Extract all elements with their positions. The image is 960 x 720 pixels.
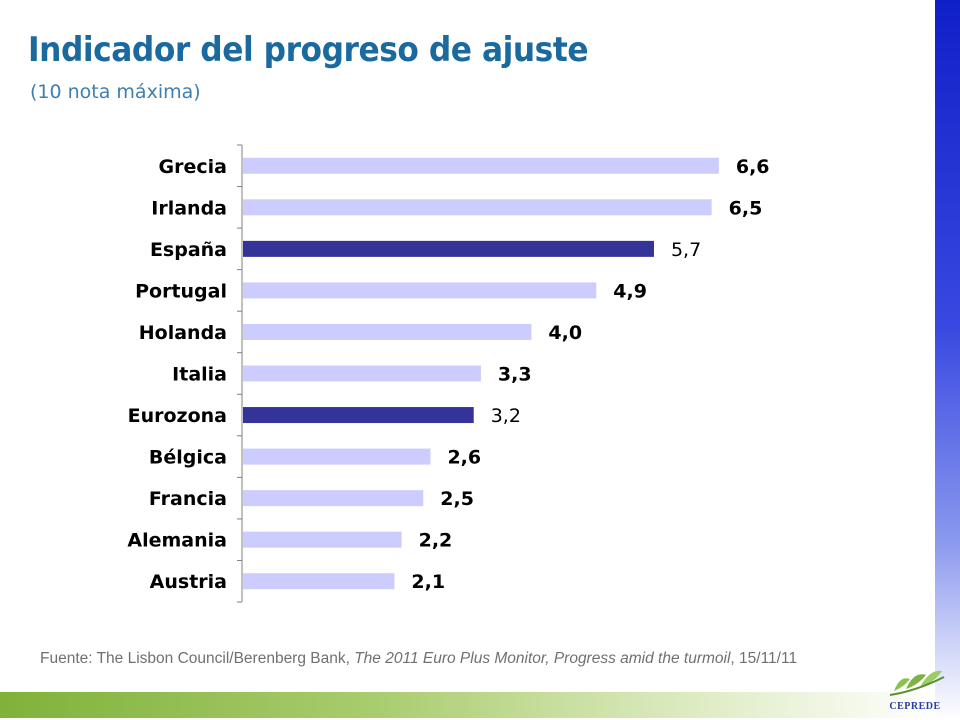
value-label: 3,3 (498, 364, 532, 386)
category-label: Portugal (135, 280, 227, 302)
right-decorative-bar (935, 0, 960, 720)
bar-10 (243, 573, 395, 590)
category-label: Francia (149, 488, 227, 510)
value-label: 2,2 (419, 530, 453, 552)
category-label: Grecia (159, 156, 227, 178)
bar-chart: Grecia 6,6 Irlanda 6,5 España 5,7 Portugal 4,9 H… (127, 144, 770, 603)
bar-5 (243, 365, 481, 382)
ceprede-leaf-icon (889, 670, 945, 696)
value-label: 3,2 (491, 405, 521, 427)
bar-9 (243, 531, 402, 548)
ceprede-logo: CEPREDE (880, 665, 950, 717)
value-label: 6,5 (729, 197, 763, 219)
bar-8 (243, 490, 424, 507)
value-label: 2,1 (411, 571, 445, 593)
value-label: 4,0 (548, 322, 582, 344)
bar-4 (243, 323, 532, 340)
category-label: Eurozona (128, 405, 227, 427)
category-label: Holanda (139, 322, 227, 344)
value-label: 5,7 (671, 239, 701, 261)
value-label: 2,5 (440, 488, 474, 510)
logo-text: CEPREDE (889, 701, 941, 712)
category-label: Alemania (127, 530, 227, 552)
source-suffix: , 15/11/11 (730, 650, 798, 667)
page-subtitle: (10 nota máxima) (30, 81, 201, 103)
value-label: 4,9 (613, 280, 647, 302)
source-publication: The 2011 Euro Plus Monitor, Progress ami… (354, 650, 731, 667)
bar-1 (243, 199, 712, 216)
bottom-decorative-bar (0, 692, 935, 718)
bar-0 (243, 157, 719, 174)
page-title: Indicador del progreso de ajuste (28, 30, 589, 70)
bar-6 (243, 407, 474, 424)
value-label: 2,6 (447, 447, 481, 469)
bar-3 (243, 282, 597, 299)
category-label: Bélgica (149, 447, 227, 469)
bar-7 (243, 448, 431, 465)
category-label: Italia (172, 364, 227, 386)
source-prefix: Fuente: The Lisbon Council/Berenberg Ban… (40, 650, 355, 667)
bar-2 (243, 240, 654, 257)
source-footnote: Fuente: The Lisbon Council/Berenberg Ban… (40, 650, 920, 668)
category-label: Austria (150, 571, 227, 593)
category-label: Irlanda (151, 197, 227, 219)
category-label: España (150, 239, 227, 261)
value-label: 6,6 (736, 156, 770, 178)
